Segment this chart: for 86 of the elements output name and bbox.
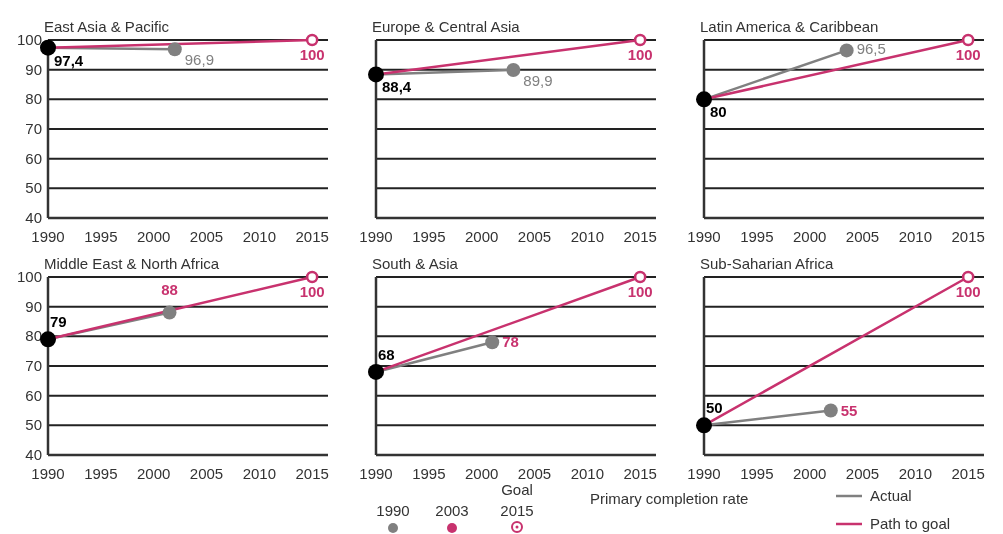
x-tick-label: 2010 [242,465,277,482]
x-tick-label: 2000 [136,465,171,482]
x-tick-label: 2005 [189,465,224,482]
y-tick-label: 100 [16,268,42,285]
y-tick-label: 40 [25,446,42,463]
point [305,270,319,284]
chart-title: Europe & Central Asia [372,18,521,35]
data-label: 100 [955,46,981,63]
y-tick-label: 90 [25,297,42,315]
legend-label: Path to goal [870,515,951,532]
x-tick-label: 1990 [31,228,65,245]
x-tick-label: 1995 [84,228,118,245]
data-label: 88 [161,280,178,298]
data-label: 78 [502,333,519,351]
x-tick-label: 1990 [359,465,393,482]
y-tick-label: 90 [25,60,42,78]
y-tick-label: 60 [25,386,42,404]
data-label: 79 [50,313,67,331]
x-tick-label: 2015 [951,228,985,245]
x-tick-label: 2000 [464,228,499,245]
data-label: 89,9 [523,71,553,89]
data-label: 80 [710,103,727,121]
x-tick-label: 2010 [570,465,605,482]
x-tick-label: 2000 [464,465,499,482]
y-tick-label: 80 [25,90,42,108]
legend-label: Actual [870,487,912,504]
x-tick-label: 1990 [359,228,393,245]
text: Primary completion rate [590,490,749,507]
chart-title: South & Asia [372,255,459,272]
x-tick-label: 2010 [242,228,277,245]
y-tick-label: 70 [25,120,42,137]
x-tick-label: 2010 [898,228,933,245]
x-tick-label: 2010 [570,228,605,245]
text: Goal 2015 [500,481,534,519]
y-tick-label: 80 [25,327,42,345]
x-tick-label: 2010 [898,465,933,482]
chart-title: East Asia & Pacific [44,18,170,35]
x-tick-label: 1990 [687,465,721,482]
data-label: 100 [299,283,325,300]
text: 2003 [435,502,469,519]
point [162,305,177,320]
data-label: 100 [955,283,981,300]
data-label: 96,9 [184,51,214,69]
y-tick-label: 40 [25,209,42,226]
x-tick-label: 1995 [84,465,118,482]
point [167,42,182,57]
y-tick-label: 70 [25,357,42,374]
x-tick-label: 1995 [412,228,446,245]
text: 1990 [376,502,410,519]
point [40,39,56,56]
data-label: 97,4 [54,51,84,69]
data-label: 96,5 [856,40,886,58]
data-label: 50 [706,399,723,417]
chart-title: Latin America & Caribbean [700,18,879,35]
x-tick-label: 2005 [517,465,552,482]
data-label: 55 [840,401,858,419]
x-tick-label: 1995 [412,465,446,482]
x-tick-label: 2015 [623,228,657,245]
point [305,33,319,47]
data-label: 100 [627,46,653,63]
data-label: 68 [378,345,395,363]
x-tick-label: 2005 [845,228,880,245]
x-tick-label: 1995 [740,465,774,482]
x-tick-label: 2005 [517,228,552,245]
data-label: 100 [627,283,653,300]
x-tick-label: 1995 [740,228,774,245]
x-tick-label: 2005 [845,465,880,482]
x-tick-label: 2000 [136,228,171,245]
x-tick-label: 1990 [31,465,65,482]
x-tick-label: 2015 [623,465,657,482]
y-tick-label: 100 [16,31,42,48]
x-tick-label: 2000 [792,228,827,245]
x-tick-label: 2015 [295,465,329,482]
y-tick-label: 60 [25,149,42,167]
y-tick-label: 50 [25,416,42,434]
x-tick-label: 1990 [687,228,721,245]
chart-title: Middle East & North Africa [44,255,220,272]
x-tick-label: 2000 [792,465,827,482]
data-label: 88,4 [382,78,412,96]
x-tick-label: 2015 [951,465,985,482]
x-tick-label: 2005 [189,228,224,245]
chart-title: Sub-Saharian Africa [700,255,835,272]
data-label: 100 [299,46,325,63]
x-tick-label: 2015 [295,228,329,245]
point [40,331,56,348]
y-tick-label: 50 [25,179,42,197]
